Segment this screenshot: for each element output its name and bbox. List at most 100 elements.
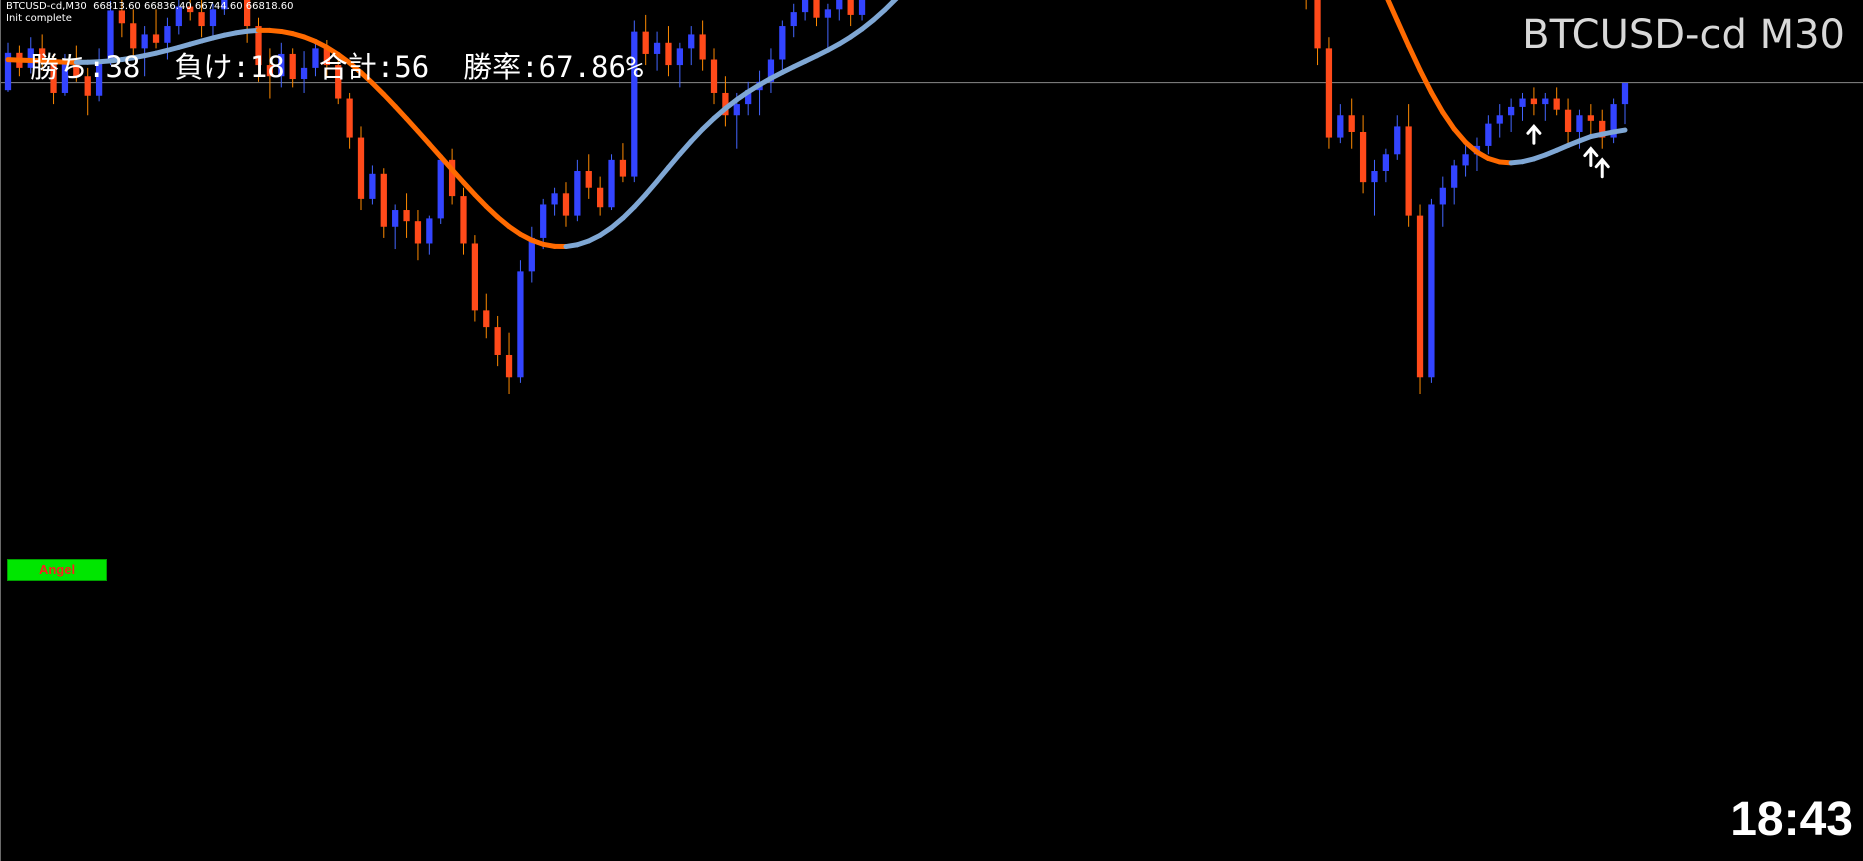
candle-body (392, 210, 399, 227)
ma-line-down-segment (404, 116, 421, 134)
ma-line-down-segment (1385, 0, 1400, 24)
ma-line-up-segment (677, 138, 694, 157)
clock-display: 18:43 (1730, 793, 1853, 846)
candle-body (1519, 98, 1526, 107)
ma-line-down-segment (381, 91, 398, 109)
candle-body (585, 171, 592, 188)
candle-body (50, 59, 57, 93)
candle-body (335, 65, 342, 99)
candle-body (517, 271, 524, 378)
candle-body (1553, 98, 1560, 110)
ma-line-down-segment (1406, 43, 1423, 73)
symbol-title: BTCUSD-cd M30 (1522, 12, 1845, 58)
candle-body (1496, 115, 1503, 124)
ma-line-down-segment (1417, 67, 1434, 95)
candle-body (858, 0, 866, 15)
ma-line-down-segment (1394, 18, 1412, 49)
candle-body (653, 42, 661, 54)
candle-body (608, 159, 615, 208)
candle-body (1576, 115, 1583, 132)
candle-body (175, 6, 182, 27)
ma-line-down-segment (369, 80, 387, 97)
ma-line-up-segment (654, 165, 671, 184)
candle-body (642, 31, 649, 54)
candle-body (801, 0, 809, 13)
candle-body (84, 76, 91, 96)
candle-body (118, 10, 126, 24)
arrow-path (1594, 157, 1610, 179)
candle-body (710, 59, 718, 93)
ma-line-down-segment (426, 141, 444, 160)
ma-line-down-segment (392, 103, 410, 122)
candle-body (1587, 115, 1594, 121)
candle-body (688, 34, 695, 49)
ma-line-down-segment (1451, 126, 1469, 145)
candle-body (471, 243, 479, 311)
candle-body (107, 10, 114, 60)
candle-body (198, 12, 205, 27)
ma-line-down-segment (449, 167, 466, 185)
candle-body (767, 59, 775, 82)
ma-line-down-segment (1440, 109, 1457, 132)
ma-line-up-segment (643, 178, 660, 198)
candle-body (1599, 120, 1606, 138)
ma-line-up-segment (700, 115, 717, 132)
wins-stat: 勝ち:38 (30, 50, 141, 84)
losses-stat: 負け:18 (174, 50, 285, 84)
win-rate-stat: 勝率:67.86% (463, 50, 644, 84)
candle-body (631, 31, 638, 177)
candle-body (1394, 126, 1401, 155)
candle-body (346, 98, 353, 138)
candle-body (414, 221, 422, 244)
candle-body (824, 9, 832, 18)
candle-body (1439, 187, 1446, 205)
candle-body (562, 193, 570, 216)
angel-button[interactable]: Angel (7, 559, 107, 581)
ma-line-down-segment (1428, 89, 1446, 115)
ma-line-up-segment (665, 151, 683, 171)
candle-body (790, 12, 797, 27)
candle-body (187, 6, 194, 13)
candle-body (357, 137, 365, 199)
candle-body (1359, 131, 1367, 183)
candle-body (745, 90, 752, 105)
candle-body (597, 187, 604, 208)
candle-body (505, 354, 513, 378)
ma-line-down-segment (1463, 139, 1480, 155)
chart-left-border (0, 0, 1, 861)
candle-body (494, 327, 501, 355)
candle-body (665, 42, 672, 66)
candle-body (164, 26, 171, 43)
status-line: Init complete (6, 13, 72, 24)
candle-body (278, 53, 285, 77)
candle-body (528, 237, 535, 272)
candle-body (1382, 154, 1389, 172)
ma-line-down-segment (438, 154, 455, 173)
candle-body (437, 159, 444, 219)
candle-body (722, 92, 729, 116)
ma-line-down-segment (472, 192, 489, 209)
candle-body (1610, 104, 1617, 138)
candle-body (540, 204, 547, 238)
candle-body (130, 23, 137, 49)
candle-body (1542, 98, 1549, 105)
candle-body (551, 193, 558, 205)
candle-body (836, 0, 843, 10)
candle-body (1530, 98, 1538, 105)
candle-body (152, 34, 160, 43)
candle-body (61, 62, 69, 93)
candle-body (426, 218, 433, 244)
ma-line-up-segment (882, 0, 899, 13)
candle-body (676, 48, 683, 66)
arrow-path (1526, 123, 1542, 145)
ma-line-up-segment (711, 106, 728, 121)
candle-body (323, 48, 330, 66)
ma-line-down-segment (358, 70, 375, 86)
candle-body (312, 48, 319, 68)
candle-body (460, 196, 467, 244)
ma-line-up-segment (1611, 127, 1628, 135)
candle-body (1416, 215, 1424, 378)
candle-body (266, 65, 274, 77)
